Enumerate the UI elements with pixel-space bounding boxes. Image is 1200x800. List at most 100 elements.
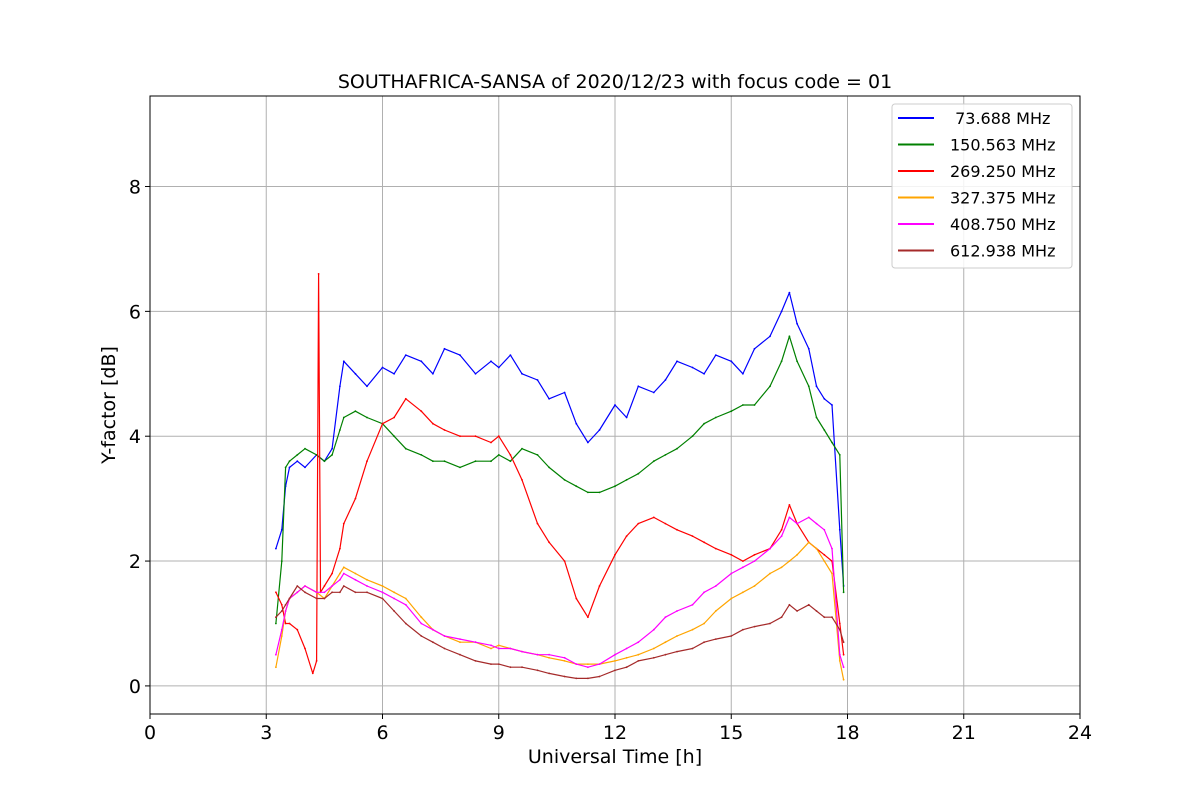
y-tick-label: 2 [129, 551, 141, 573]
data-point [563, 560, 566, 562]
data-point [664, 616, 667, 619]
y-tick-label: 6 [129, 301, 141, 323]
data-point [676, 635, 678, 637]
data-point [575, 422, 578, 425]
data-point [815, 385, 818, 388]
data-point [823, 616, 826, 619]
data-point [753, 347, 756, 350]
data-point [548, 541, 550, 544]
data-point [575, 485, 578, 488]
data-point [614, 553, 616, 556]
data-point [730, 597, 733, 600]
data-point [315, 597, 318, 600]
data-point [536, 653, 539, 656]
data-point [780, 566, 783, 569]
x-axis-label: Universal Time [h] [528, 746, 702, 768]
x-tick-label: 15 [719, 722, 743, 744]
data-point [769, 547, 771, 550]
data-point [730, 360, 733, 363]
data-point [521, 479, 523, 481]
data-point [652, 391, 655, 394]
data-point [575, 597, 578, 600]
data-point [521, 372, 523, 375]
data-point [742, 628, 744, 631]
y-axis-label: Y-factor [dB] [98, 346, 120, 465]
data-point [548, 672, 550, 675]
data-point [497, 435, 500, 438]
data-point [703, 591, 705, 594]
data-point [280, 560, 283, 562]
data-point [780, 310, 783, 313]
data-point [587, 677, 589, 680]
data-point [420, 616, 423, 619]
data-point [575, 677, 578, 680]
data-point [714, 416, 717, 419]
x-tick-label: 21 [952, 722, 976, 744]
data-point [536, 522, 539, 525]
data-point [676, 360, 678, 363]
data-point [823, 397, 826, 400]
data-point [339, 429, 341, 431]
data-point [354, 591, 357, 594]
data-point [831, 572, 833, 575]
data-point [354, 497, 357, 500]
data-point [459, 435, 461, 438]
data-point [563, 391, 566, 394]
data-point [432, 641, 434, 644]
data-point [625, 666, 628, 669]
data-point [614, 653, 616, 656]
data-point [714, 547, 717, 550]
chart-title: SOUTHAFRICA-SANSA of 2020/12/23 with foc… [338, 71, 892, 93]
data-point [838, 628, 841, 631]
data-point [691, 435, 694, 438]
data-point [652, 656, 655, 659]
data-point [563, 660, 566, 662]
data-point [311, 672, 314, 675]
data-point [296, 585, 299, 587]
data-point [443, 429, 446, 431]
data-point [490, 360, 492, 363]
x-tick-label: 9 [493, 722, 505, 744]
data-point [742, 372, 744, 375]
data-point [339, 547, 341, 550]
data-point [296, 628, 299, 631]
legend-box [891, 103, 1073, 269]
data-point [815, 416, 818, 419]
data-point [393, 610, 395, 612]
data-point [807, 603, 810, 606]
data-point [474, 641, 477, 644]
legend-label: 612.938 MHz [950, 242, 1055, 261]
data-point [587, 666, 589, 669]
data-point [664, 641, 667, 644]
data-point [625, 479, 628, 481]
data-point [404, 603, 407, 606]
data-point [780, 616, 783, 619]
data-point [521, 650, 523, 653]
data-point [339, 572, 341, 575]
data-point [342, 522, 345, 525]
x-tick-label: 0 [144, 722, 156, 744]
data-point [831, 441, 833, 444]
data-point [393, 591, 395, 594]
data-point [432, 628, 434, 631]
data-point [815, 547, 818, 550]
data-point [823, 528, 826, 531]
data-point [304, 585, 306, 587]
data-point [342, 572, 345, 575]
data-point [275, 666, 277, 669]
legend-label: 73.688 MHz [950, 109, 1050, 128]
data-point [807, 541, 810, 544]
data-point [838, 622, 841, 625]
y-tick-label: 4 [129, 426, 141, 448]
data-point [587, 616, 589, 619]
data-point [753, 404, 756, 406]
data-point [443, 647, 446, 650]
data-point [296, 454, 299, 456]
data-point [459, 354, 461, 356]
data-point [769, 572, 771, 575]
data-point [288, 460, 291, 463]
data-point [598, 491, 601, 494]
data-point [614, 485, 616, 488]
data-point [598, 663, 601, 665]
data-point [432, 422, 434, 425]
